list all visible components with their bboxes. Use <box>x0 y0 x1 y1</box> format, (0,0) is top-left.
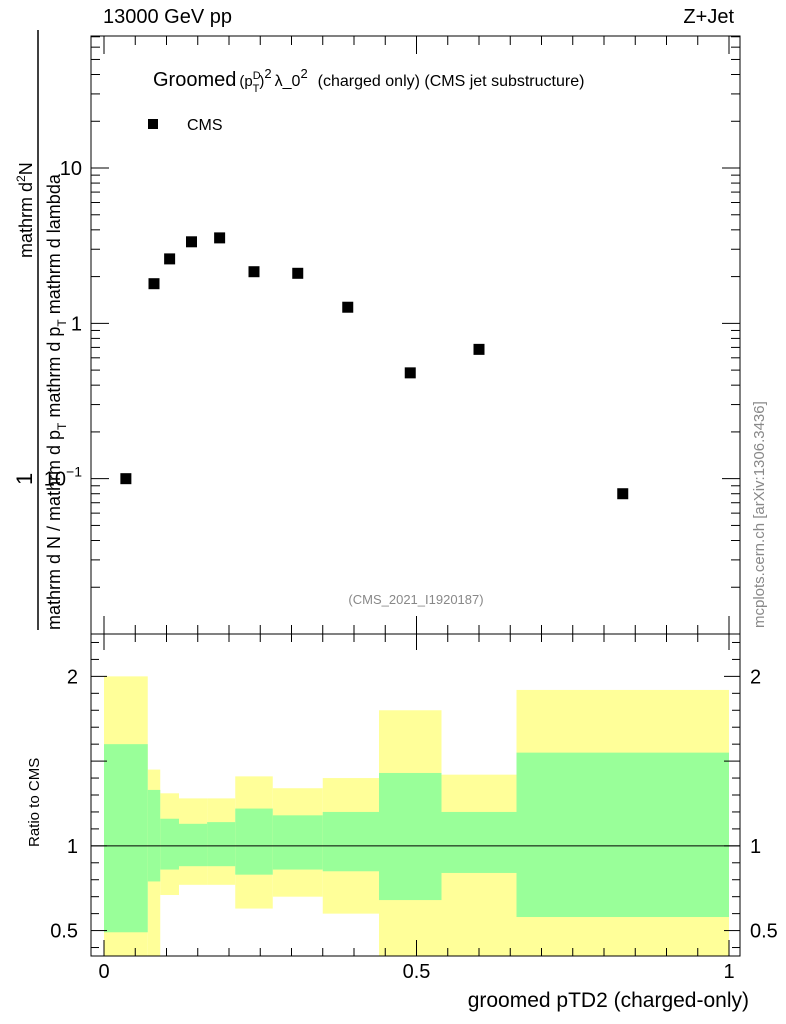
data-point <box>292 267 304 279</box>
ratio-bands <box>104 676 729 956</box>
y-label-den: mathrm d N / mathrm d pT mathrm d pT mat… <box>44 173 69 630</box>
ratio-band-green-3 <box>179 823 208 867</box>
ratio-band-green-7 <box>322 811 379 872</box>
data-point <box>164 253 176 265</box>
data-point <box>473 343 485 355</box>
x-tick-label: 0.5 <box>403 961 431 983</box>
ratio-band-green-9 <box>441 811 517 873</box>
x-tick-label: 1 <box>723 961 734 983</box>
ratio-band-green-4 <box>207 822 236 867</box>
y-tick-label: 10−1 <box>44 464 82 491</box>
analysis-label: (CMS_2021_I1920187) <box>348 592 483 607</box>
data-point <box>214 232 226 244</box>
ratio-y-tick-label: 1 <box>67 836 78 858</box>
cms-data-points <box>120 232 629 500</box>
y-tick-label: 10 <box>60 158 82 180</box>
ratio-y-tick-label-right: 1 <box>750 836 761 858</box>
data-point <box>617 488 629 500</box>
ratio-y-tick-label: 0.5 <box>50 921 78 943</box>
ratio-y-label: Ratio to CMS <box>26 758 43 847</box>
ratio-band-green-6 <box>272 815 323 870</box>
y-label-num: 1 <box>12 473 37 485</box>
ratio-band-green-2 <box>160 818 179 870</box>
ratio-y-tick-label: 2 <box>67 666 78 688</box>
data-point <box>186 236 197 248</box>
y-axis-label: 1 mathrm d N / mathrm d pT mathrm d pT m… <box>12 30 69 630</box>
ratio-band-green-1 <box>147 789 161 882</box>
y-label-num-top: mathrm d2N <box>14 162 36 258</box>
data-point <box>248 266 260 278</box>
x-tick-label: 0 <box>98 961 109 983</box>
main-axis-ticks: 10 1 10−1 <box>44 36 740 635</box>
y-tick-label: 1 <box>71 313 82 335</box>
watermark: mcplots.cern.ch [arXiv:1306.3436] <box>751 401 768 628</box>
data-point <box>404 367 416 379</box>
ratio-band-green-0 <box>104 744 148 933</box>
energy-label: 13000 GeV pp <box>103 6 232 28</box>
ratio-band-green-5 <box>235 808 273 875</box>
legend-label-cms: CMS <box>187 117 223 134</box>
legend-marker <box>148 119 158 129</box>
process-label: Z+Jet <box>683 6 734 28</box>
data-point <box>120 473 132 485</box>
chart-title: Groomed (pD T)2 λ_02 (charged only) (CMS jet… <box>153 66 584 95</box>
ratio-axis-ticks: 2 2 1 1 0.5 0.5 0 0.5 1 <box>50 634 778 983</box>
x-axis-label: groomed pTD2 (charged-only) <box>468 989 749 1012</box>
data-point <box>342 301 354 313</box>
ratio-y-tick-label-right: 2 <box>750 666 761 688</box>
ratio-band-green-10 <box>516 752 729 918</box>
ratio-band-green-8 <box>379 772 442 901</box>
data-point <box>148 278 160 290</box>
ratio-y-tick-label-right: 0.5 <box>750 921 778 943</box>
